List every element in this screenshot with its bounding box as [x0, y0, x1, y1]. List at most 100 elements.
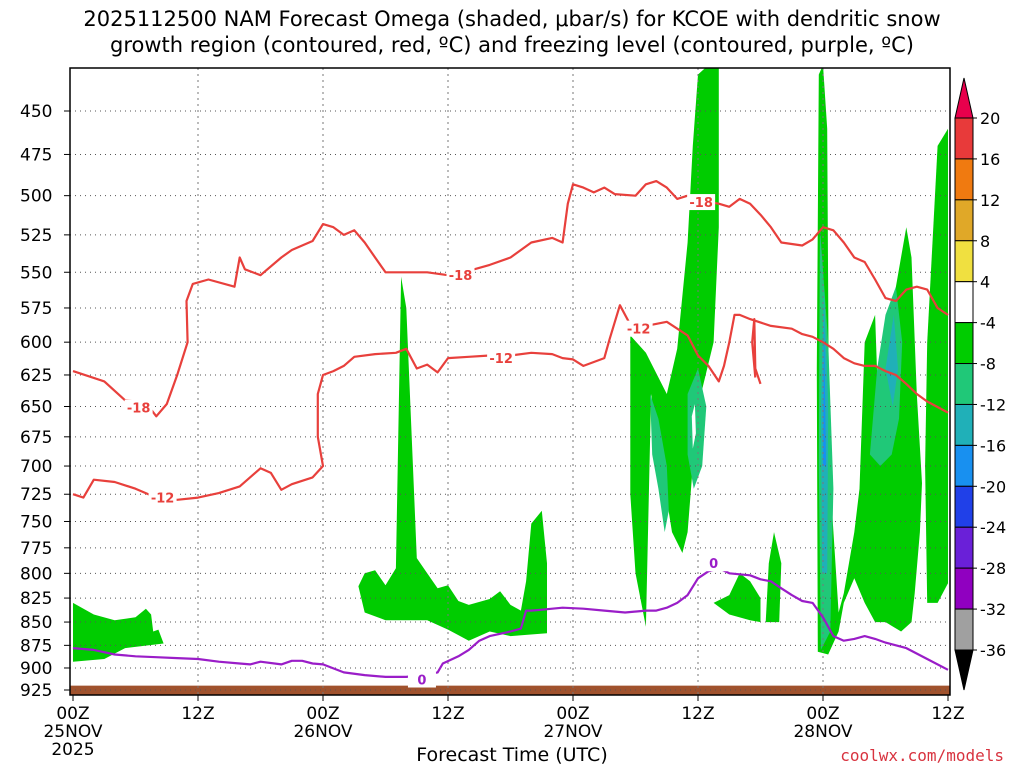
y-tick-label: 475 — [20, 145, 52, 165]
omega-region — [885, 314, 898, 407]
omega-region — [358, 276, 547, 641]
grid-lines — [70, 68, 950, 695]
x-axis-label: Forecast Time (UTC) — [416, 744, 608, 766]
colorbar-top-arrow — [954, 77, 974, 119]
colorbar-label: -16 — [980, 436, 1006, 455]
x-tick-label: 00Z — [56, 704, 89, 724]
colorbar-swatch — [954, 240, 974, 283]
contour-line — [72, 567, 949, 678]
x-tick-label: 00Z — [306, 704, 339, 724]
colorbar-bottom-arrow — [954, 649, 974, 691]
omega-region — [691, 404, 696, 449]
title-line-2: growth region (contoured, red, ºC) and f… — [110, 33, 914, 57]
y-tick-label: 600 — [20, 333, 52, 353]
title-line-1: 2025112500 NAM Forecast Omega (shaded, μ… — [83, 7, 941, 31]
y-tick-label: 925 — [20, 681, 52, 701]
omega-region — [823, 314, 827, 466]
contour-label: -18 — [689, 196, 713, 211]
credit-link[interactable]: coolwx.com/models — [840, 746, 1004, 765]
x-tick-date: 26NOV — [293, 722, 352, 742]
contour-label-bg — [407, 671, 436, 688]
contour-label: 0 — [417, 674, 426, 689]
colorbar-label: -8 — [980, 355, 996, 374]
contour-label-bg — [624, 320, 653, 337]
x-tick-label: 12Z — [431, 704, 464, 724]
x-tick-label: 12Z — [931, 704, 964, 724]
y-tick-label: 525 — [20, 226, 52, 246]
colorbar-swatch — [954, 117, 974, 160]
contour-lines — [72, 180, 949, 678]
plot-frame — [69, 67, 951, 696]
contour-label: -18 — [127, 402, 151, 417]
x-tick-date: 25NOV — [43, 722, 102, 742]
x-tick-label: 00Z — [556, 704, 589, 724]
y-tick-label: 575 — [20, 299, 52, 319]
y-tick-label: 775 — [20, 539, 52, 559]
colorbar-label: -32 — [980, 600, 1006, 619]
omega-region — [653, 563, 669, 621]
colorbar-swatch — [954, 363, 974, 405]
y-tick-label: 625 — [20, 366, 52, 386]
y-tick-label: 650 — [20, 397, 52, 417]
contour-label: -12 — [151, 492, 175, 507]
omega-region — [687, 368, 707, 489]
x-tick-label: 00Z — [806, 704, 839, 724]
colorbar: 20 16 12 8 4 -4 -8 -12 -16 -20 -24 -28 -32 -36 — [954, 77, 1006, 691]
y-tick-label: 800 — [20, 564, 52, 584]
y-tick-label: 875 — [20, 636, 52, 656]
contour-labels: -18 -18 -18 -12 -12 -12 0 0 — [124, 194, 728, 689]
omega-region — [630, 68, 719, 627]
colorbar-swatch — [954, 403, 974, 446]
contour-label: -12 — [627, 323, 651, 338]
contour-label-bg — [687, 194, 716, 211]
contour-label-bg — [148, 489, 177, 506]
colorbar-label: 20 — [980, 109, 1000, 128]
colorbar-swatch — [954, 322, 974, 365]
colorbar-label: -28 — [980, 559, 1006, 578]
colorbar-swatch — [954, 199, 974, 242]
x-tick-date: 28NOV — [793, 722, 852, 742]
y-axis-ticks: 450 475 500 525 550 575 600 625 650 675 700 725 750 7… — [20, 102, 70, 701]
colorbar-label: 12 — [980, 191, 1000, 210]
contour-label-bg — [699, 555, 728, 572]
colorbar-swatch — [954, 485, 974, 528]
x-tick-label: 12Z — [181, 704, 214, 724]
contour-label: -18 — [449, 269, 473, 284]
y-tick-label: 725 — [20, 485, 52, 505]
contour-label-bg — [487, 350, 516, 367]
contour-line — [72, 180, 949, 418]
y-tick-label: 700 — [20, 457, 52, 477]
colorbar-label: -12 — [980, 395, 1006, 414]
omega-region — [925, 128, 948, 603]
colorbar-label: 16 — [980, 150, 1000, 169]
page-title: 2025112500 NAM Forecast Omega (shaded, μ… — [0, 6, 1024, 58]
omega-region — [816, 68, 922, 655]
y-tick-label: 450 — [20, 102, 52, 122]
omega-region — [765, 532, 782, 623]
colorbar-label: 4 — [980, 273, 990, 292]
colorbar-swatch — [954, 281, 974, 324]
contour-label: 0 — [709, 557, 718, 572]
colorbar-swatch — [954, 158, 974, 201]
contour-label-bg — [446, 267, 475, 284]
contour-line — [751, 318, 762, 385]
colorbar-label: -24 — [980, 518, 1006, 537]
y-tick-label: 550 — [20, 263, 52, 283]
y-tick-label: 675 — [20, 428, 52, 448]
colorbar-swatch — [954, 444, 974, 487]
y-tick-label: 750 — [20, 512, 52, 532]
colorbar-swatch — [954, 608, 974, 651]
colorbar-swatch — [954, 567, 974, 610]
contour-label: -12 — [489, 352, 513, 367]
x-tick-label: 12Z — [681, 704, 714, 724]
x-tick-year: 2025 — [51, 740, 94, 760]
omega-region — [713, 573, 761, 623]
y-tick-label: 825 — [20, 589, 52, 609]
y-tick-label: 500 — [20, 187, 52, 207]
colorbar-swatch — [954, 526, 974, 569]
y-tick-label: 900 — [20, 659, 52, 679]
contour-label-bg — [124, 399, 153, 416]
omega-region — [650, 394, 669, 533]
omega-shaded-regions — [73, 68, 948, 662]
